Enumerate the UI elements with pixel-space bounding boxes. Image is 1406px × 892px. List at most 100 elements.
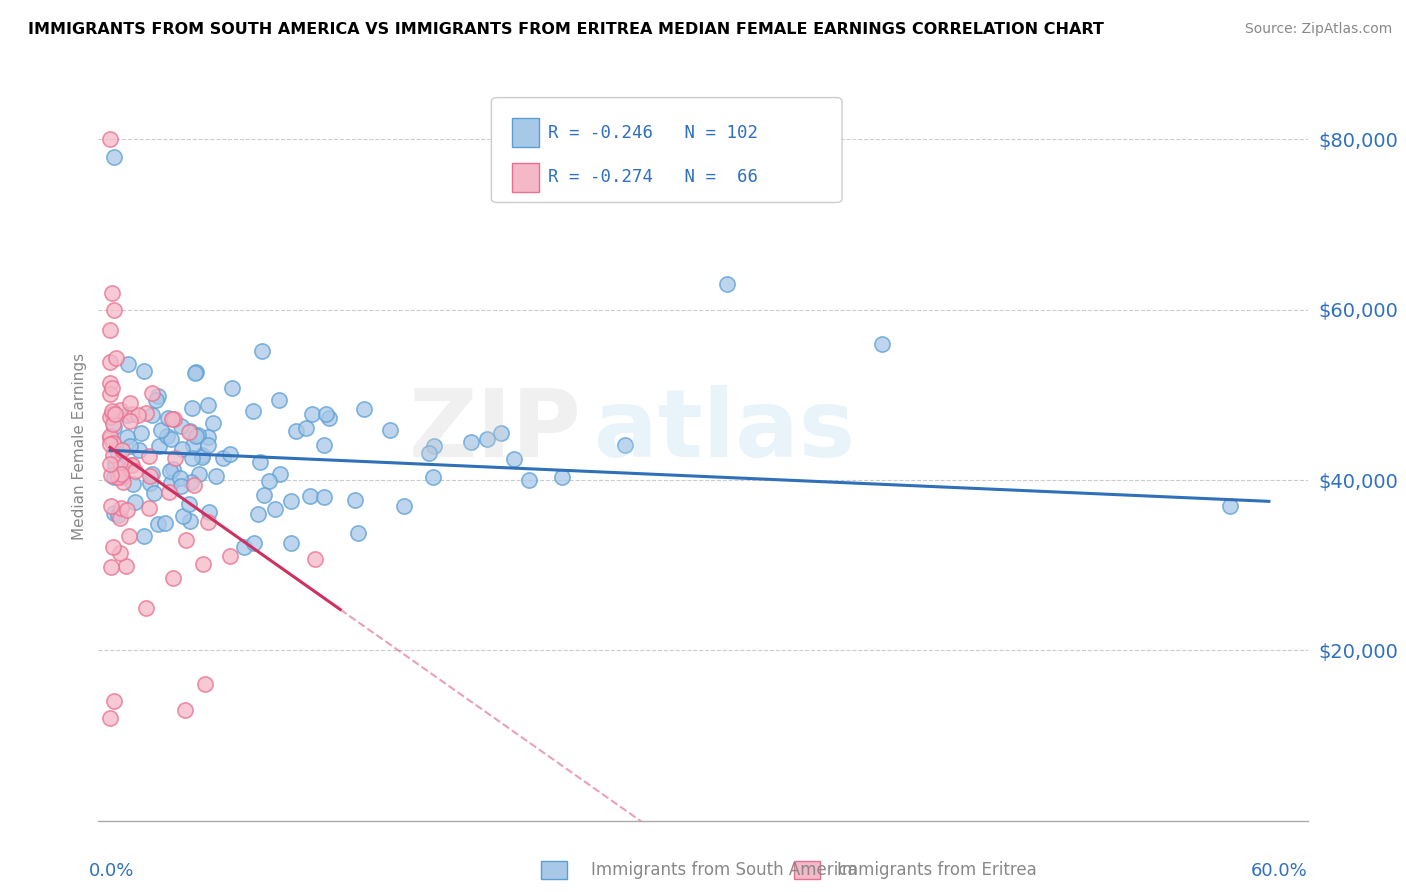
Point <box>180 475 202 490</box>
Point <box>179 514 201 528</box>
Point <box>184 365 207 379</box>
Point <box>183 438 205 452</box>
Point <box>422 469 444 483</box>
Point <box>304 551 326 566</box>
Point <box>103 506 125 520</box>
Point <box>108 455 131 469</box>
Point <box>242 404 264 418</box>
Point <box>212 451 235 466</box>
Point <box>312 438 335 452</box>
Y-axis label: Median Female Earnings: Median Female Earnings <box>72 352 87 540</box>
Point <box>181 401 204 415</box>
Point <box>160 412 183 426</box>
Point <box>197 515 219 529</box>
Point <box>135 601 157 615</box>
Point <box>143 485 166 500</box>
Point <box>127 409 149 423</box>
Point <box>264 502 287 516</box>
Point <box>110 467 132 482</box>
Point <box>315 407 337 421</box>
Point <box>503 452 526 467</box>
Point <box>172 442 194 456</box>
Point <box>392 499 415 513</box>
Point <box>98 437 121 451</box>
Point <box>191 448 214 462</box>
Point <box>139 476 162 491</box>
Point <box>191 557 214 571</box>
Point <box>146 517 169 532</box>
Point <box>219 549 242 564</box>
Text: R = -0.274   N =  66: R = -0.274 N = 66 <box>548 169 758 186</box>
Bar <box>512 119 538 147</box>
Point <box>120 458 142 473</box>
Point <box>103 694 125 708</box>
Point <box>174 533 197 547</box>
Point <box>141 409 163 423</box>
Point <box>117 430 139 444</box>
Point <box>162 462 184 476</box>
Point <box>475 432 498 446</box>
Point <box>98 387 121 401</box>
Point <box>100 381 122 395</box>
Point <box>103 149 125 163</box>
Point <box>460 434 482 449</box>
Point <box>250 343 273 358</box>
Point <box>134 529 156 543</box>
Point <box>269 392 291 407</box>
Point <box>98 428 121 442</box>
Point <box>100 559 122 574</box>
Point <box>184 428 207 442</box>
Point <box>249 455 271 469</box>
Point <box>285 424 308 438</box>
Point <box>108 510 131 524</box>
Point <box>118 528 141 542</box>
Bar <box>512 163 538 192</box>
Text: Immigrants from Eritrea: Immigrants from Eritrea <box>837 861 1036 879</box>
Point <box>551 470 574 484</box>
Point <box>380 423 402 437</box>
Text: IMMIGRANTS FROM SOUTH AMERICA VS IMMIGRANTS FROM ERITREA MEDIAN FEMALE EARNINGS : IMMIGRANTS FROM SOUTH AMERICA VS IMMIGRA… <box>28 22 1104 37</box>
Point <box>204 469 226 483</box>
Point <box>280 536 302 550</box>
Point <box>111 442 134 457</box>
Point <box>489 426 512 441</box>
Point <box>128 443 150 458</box>
Point <box>101 404 124 418</box>
Point <box>177 497 200 511</box>
Point <box>150 423 173 437</box>
Point <box>422 439 444 453</box>
Point <box>716 277 738 292</box>
Point <box>280 494 302 508</box>
Text: ZIP: ZIP <box>409 385 582 477</box>
Point <box>180 450 202 465</box>
Text: 60.0%: 60.0% <box>1251 862 1308 880</box>
Point <box>197 430 219 444</box>
Point <box>98 457 121 471</box>
Point <box>197 438 219 452</box>
Point <box>145 393 167 408</box>
Point <box>197 506 219 520</box>
Point <box>157 485 180 500</box>
Point <box>101 417 124 431</box>
Point <box>118 414 141 428</box>
Point <box>105 466 128 480</box>
Point <box>418 446 440 460</box>
Point <box>98 355 121 369</box>
Point <box>121 408 143 422</box>
Point <box>246 507 269 521</box>
Point <box>104 407 127 421</box>
Point <box>117 357 139 371</box>
Point <box>613 438 636 452</box>
Point <box>242 536 264 550</box>
Point <box>105 351 128 365</box>
Point <box>103 420 125 434</box>
Point <box>101 285 124 300</box>
Point <box>197 398 219 412</box>
Point <box>183 478 205 492</box>
Point <box>100 408 122 422</box>
Point <box>162 412 184 426</box>
Point <box>156 411 179 425</box>
Point <box>156 428 179 442</box>
Point <box>103 302 125 317</box>
Point <box>129 426 152 441</box>
